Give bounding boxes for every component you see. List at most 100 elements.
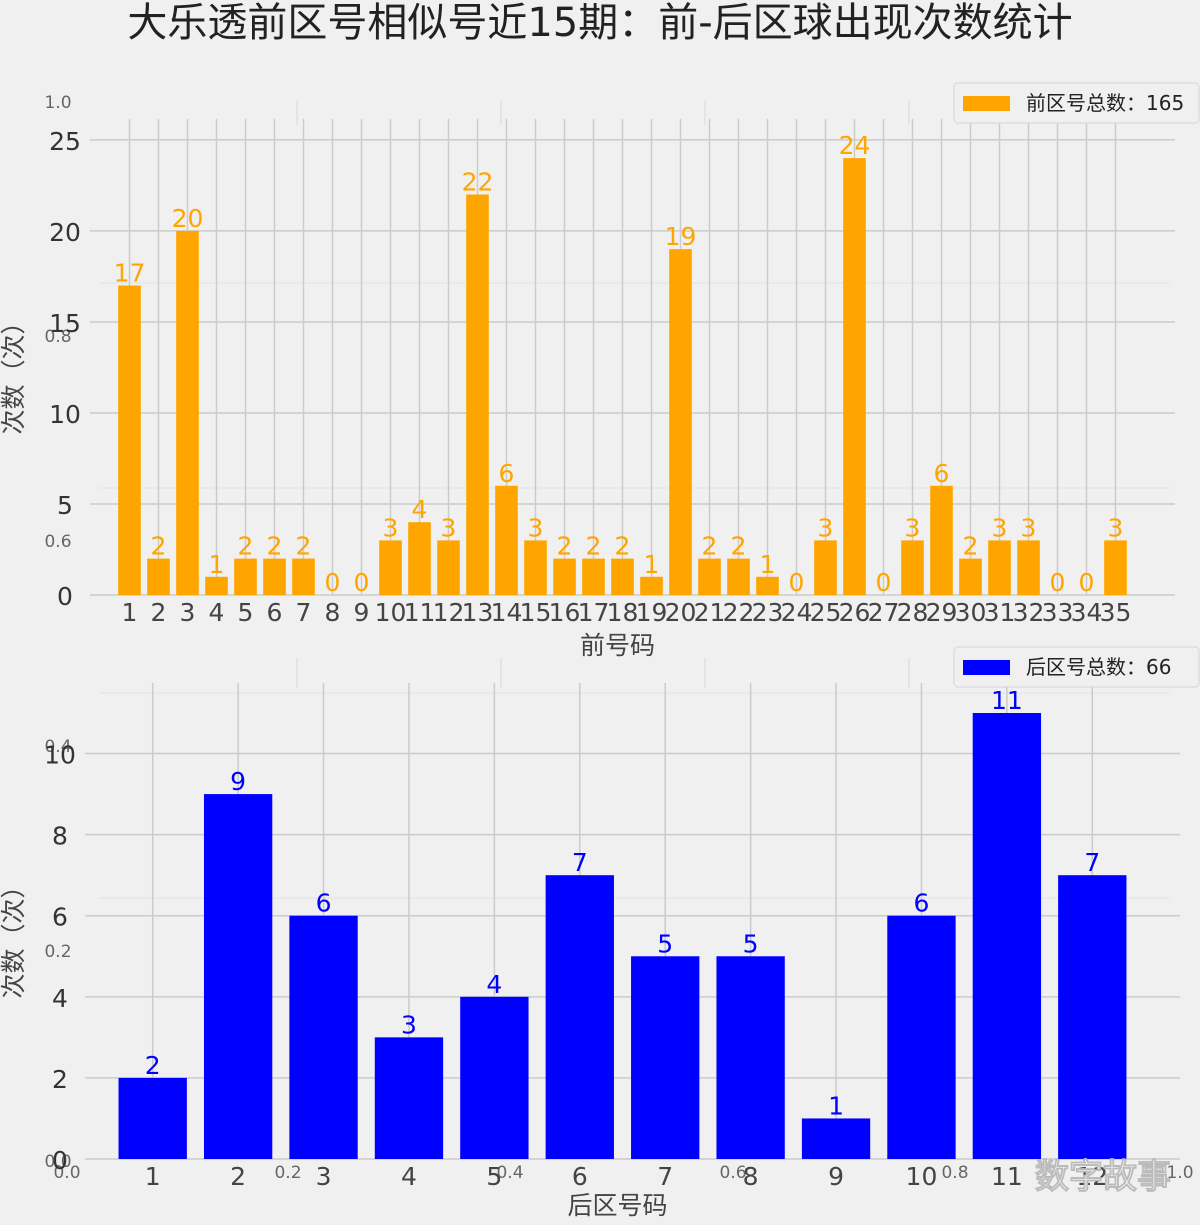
background-axis: 0.0 0.2 0.4 0.6 0.8 1.0 0.0 0.2 0.4 0.6 0.8 1.0	[44, 93, 1193, 1183]
bar	[118, 285, 141, 595]
bar	[669, 249, 692, 596]
bar	[887, 915, 956, 1159]
x-tick-label: 6	[572, 1162, 588, 1191]
x-axis-label: 后区号码	[567, 1191, 667, 1220]
bar	[524, 540, 547, 595]
y-tick-label: 8	[52, 822, 68, 851]
x-tick-label: 12	[1076, 1162, 1108, 1191]
x-tick-label: 30	[955, 598, 987, 627]
bar	[460, 996, 529, 1159]
bar-value-label: 3	[1108, 513, 1124, 542]
x-tick-label: 16	[549, 598, 581, 627]
y-tick-label: 2	[52, 1065, 68, 1094]
bar	[930, 485, 953, 595]
bar	[901, 540, 924, 595]
bar-value-label: 4	[412, 495, 428, 524]
y-axis-label: 次数（次）	[0, 309, 28, 434]
bar	[1104, 540, 1127, 595]
legend-label: 后区号总数：66	[1026, 655, 1171, 679]
bar-value-label: 4	[486, 970, 502, 999]
x-tick-label: 4	[209, 598, 225, 627]
bar-value-label: 11	[991, 686, 1023, 715]
x-tick-label: 18	[607, 598, 639, 627]
bar-value-label: 2	[267, 532, 283, 561]
x-tick-label: 13	[462, 598, 494, 627]
bar-value-label: 5	[743, 929, 759, 958]
legend-swatch	[963, 96, 1010, 111]
bar	[118, 1077, 187, 1159]
x-tick-label: 34	[1071, 598, 1103, 627]
x-tick-label: 26	[839, 598, 871, 627]
bar	[203, 794, 273, 1159]
background-y-tick-label: 0.0	[44, 1152, 71, 1172]
x-tick-label: 33	[1042, 598, 1074, 627]
bar	[801, 1118, 871, 1159]
x-tick-label: 2	[151, 598, 167, 627]
bar	[716, 956, 785, 1159]
bar	[814, 540, 837, 595]
x-tick-label: 14	[491, 598, 523, 627]
bar	[495, 485, 518, 595]
bar	[972, 713, 1042, 1159]
bar-value-label: 0	[325, 568, 341, 597]
x-tick-label: 20	[665, 598, 697, 627]
x-tick-label: 6	[267, 598, 283, 627]
bar	[553, 558, 576, 595]
bar-value-label: 1	[828, 1091, 844, 1120]
bar-value-label: 24	[839, 131, 871, 160]
bar	[374, 1037, 444, 1159]
bar-value-label: 6	[914, 889, 930, 918]
x-tick-label: 5	[238, 598, 254, 627]
bar-value-label: 22	[462, 168, 494, 197]
x-tick-label: 35	[1100, 598, 1132, 627]
bar	[263, 558, 286, 595]
y-tick-label: 20	[49, 218, 81, 247]
bar	[176, 230, 199, 595]
x-tick-label: 22	[723, 598, 755, 627]
x-tick-label: 19	[636, 598, 668, 627]
x-tick-label: 27	[868, 598, 900, 627]
x-axis-label: 前号码	[580, 631, 655, 660]
bar-value-label: 0	[1079, 568, 1095, 597]
x-tick-label: 3	[180, 598, 196, 627]
bar	[466, 194, 489, 596]
bar-value-label: 7	[572, 848, 588, 877]
x-tick-label: 10	[375, 598, 407, 627]
x-tick-label: 12	[433, 598, 465, 627]
bar-value-label: 6	[316, 889, 332, 918]
y-tick-label: 0	[52, 1146, 68, 1175]
figure-title: 大乐透前区号相似号近15期：前-后区球出现次数统计	[127, 0, 1072, 46]
bar-value-label: 3	[441, 513, 457, 542]
y-tick-label: 4	[52, 984, 68, 1013]
bar-value-label: 0	[789, 568, 805, 597]
background-x-tick-label: 0.0	[53, 1163, 80, 1183]
x-tick-label: 25	[810, 598, 842, 627]
y-tick-label: 10	[44, 741, 76, 770]
background-y-tick-label: 0.8	[44, 327, 71, 347]
legend-box	[953, 82, 1200, 124]
x-tick-label: 17	[578, 598, 610, 627]
bar	[959, 558, 982, 595]
y-tick-label: 25	[49, 127, 81, 156]
bar-value-label: 3	[528, 513, 544, 542]
bar-value-label: 3	[401, 1010, 417, 1039]
bar-value-label: 1	[209, 550, 225, 579]
x-tick-label: 5	[486, 1162, 502, 1191]
bar-value-label: 2	[731, 532, 747, 561]
x-tick-label: 11	[991, 1162, 1023, 1191]
bar	[234, 558, 257, 595]
bar-value-label: 9	[230, 767, 246, 796]
background-x-tick-label: 0.4	[496, 1163, 523, 1183]
bar-value-label: 2	[151, 532, 167, 561]
x-tick-label: 28	[897, 598, 929, 627]
bar-value-label: 5	[657, 929, 673, 958]
x-tick-label: 7	[657, 1162, 673, 1191]
bar	[437, 540, 460, 595]
bar-value-label: 3	[818, 513, 834, 542]
background-y-tick-label: 0.2	[44, 942, 71, 962]
bar-value-label: 2	[145, 1051, 161, 1080]
bar	[1058, 875, 1127, 1159]
bar	[582, 558, 605, 595]
